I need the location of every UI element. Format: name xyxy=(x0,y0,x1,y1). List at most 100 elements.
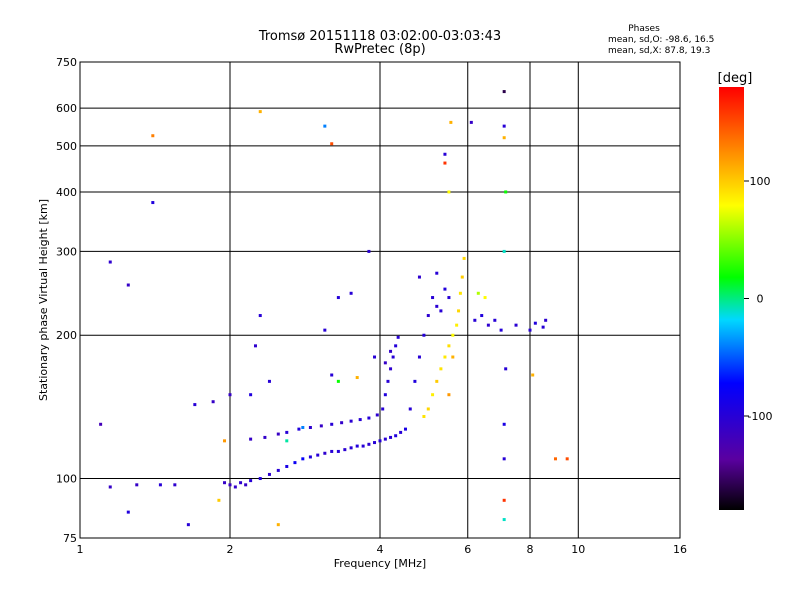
data-point xyxy=(528,328,532,332)
data-point xyxy=(451,333,455,337)
colorbar-tick-label: 0 xyxy=(757,293,764,306)
data-point xyxy=(336,296,340,300)
chart-subtitle: RwPretec (8p) xyxy=(334,42,425,57)
phase-info-line-x: mean, sd,X: 87.8, 19.3 xyxy=(608,46,710,56)
data-point xyxy=(367,416,371,420)
data-point xyxy=(447,190,451,194)
data-point xyxy=(502,124,506,128)
data-point xyxy=(394,344,398,348)
data-point xyxy=(151,134,155,138)
y-tick-label: 400 xyxy=(56,186,77,199)
data-point xyxy=(449,120,453,124)
data-point xyxy=(267,379,271,383)
data-point xyxy=(443,152,447,156)
data-point xyxy=(373,441,377,445)
data-point xyxy=(553,457,557,461)
axis-ticks: 1 2 4 6 8 10 16 75 100 200 300 400 500 600 750 xyxy=(56,56,687,556)
y-tick-label: 75 xyxy=(63,532,77,545)
data-point xyxy=(349,291,353,295)
data-point xyxy=(408,407,412,411)
data-point xyxy=(367,249,371,253)
data-point xyxy=(223,481,227,485)
data-point xyxy=(504,367,508,371)
phase-info-line-o: mean, sd,O: -98.6, 16.5 xyxy=(608,35,714,45)
data-point xyxy=(541,325,545,329)
data-points xyxy=(99,90,569,527)
data-point xyxy=(330,142,334,146)
data-point xyxy=(389,435,393,439)
y-tick-label: 750 xyxy=(56,56,77,69)
data-point xyxy=(258,314,262,318)
data-point xyxy=(469,120,473,124)
data-point xyxy=(330,422,334,426)
data-point xyxy=(514,323,518,327)
data-point xyxy=(544,318,548,322)
data-point xyxy=(403,427,407,431)
data-point xyxy=(460,275,464,279)
x-axis-label: Frequency [MHz] xyxy=(334,557,426,570)
data-point xyxy=(126,283,130,287)
data-point xyxy=(502,249,506,253)
data-point xyxy=(361,444,365,448)
data-point xyxy=(383,437,387,441)
data-point xyxy=(386,379,390,383)
y-axis-label: Stationary phase Virtual Height [km] xyxy=(37,199,50,401)
data-point xyxy=(285,464,289,468)
data-point xyxy=(285,430,289,434)
data-point xyxy=(99,422,103,426)
data-point xyxy=(330,449,334,453)
data-point xyxy=(455,323,459,327)
data-point xyxy=(358,418,362,422)
data-point xyxy=(458,291,462,295)
x-tick-label: 10 xyxy=(571,543,585,556)
data-point xyxy=(457,309,461,313)
y-tick-label: 200 xyxy=(56,329,77,342)
data-point xyxy=(422,414,426,418)
data-point xyxy=(253,344,257,348)
data-point xyxy=(135,483,139,487)
data-point xyxy=(285,439,289,443)
data-point xyxy=(349,419,353,423)
data-point xyxy=(439,309,443,313)
data-point xyxy=(375,413,379,417)
data-point xyxy=(373,355,377,359)
data-point xyxy=(293,461,297,465)
data-point xyxy=(502,518,506,522)
data-point xyxy=(336,449,340,453)
data-point xyxy=(126,510,130,514)
data-point xyxy=(186,523,190,527)
data-point xyxy=(336,379,340,383)
data-point xyxy=(316,453,320,457)
data-point xyxy=(108,260,112,264)
data-point xyxy=(531,373,535,377)
data-point xyxy=(355,376,359,380)
data-point xyxy=(413,379,417,383)
colorbar-label: [deg] xyxy=(718,71,753,86)
data-point xyxy=(502,136,506,140)
y-tick-label: 100 xyxy=(56,473,77,486)
data-point xyxy=(486,323,490,327)
data-point xyxy=(244,483,248,487)
data-point xyxy=(319,424,323,428)
data-point xyxy=(267,472,271,476)
data-point xyxy=(308,455,312,459)
data-point xyxy=(323,124,327,128)
data-point xyxy=(533,321,537,325)
data-point xyxy=(443,287,447,291)
data-point xyxy=(193,403,197,407)
data-point xyxy=(258,110,262,114)
x-tick-label: 8 xyxy=(527,543,534,556)
data-point xyxy=(502,422,506,426)
data-point xyxy=(258,477,262,481)
data-point xyxy=(223,439,227,443)
x-tick-label: 4 xyxy=(377,543,384,556)
x-tick-label: 16 xyxy=(673,543,687,556)
data-point xyxy=(263,435,267,439)
data-point xyxy=(249,479,253,483)
data-point xyxy=(330,373,334,377)
data-point xyxy=(502,498,506,502)
data-point xyxy=(443,161,447,165)
data-point xyxy=(323,328,327,332)
data-point xyxy=(355,444,359,448)
